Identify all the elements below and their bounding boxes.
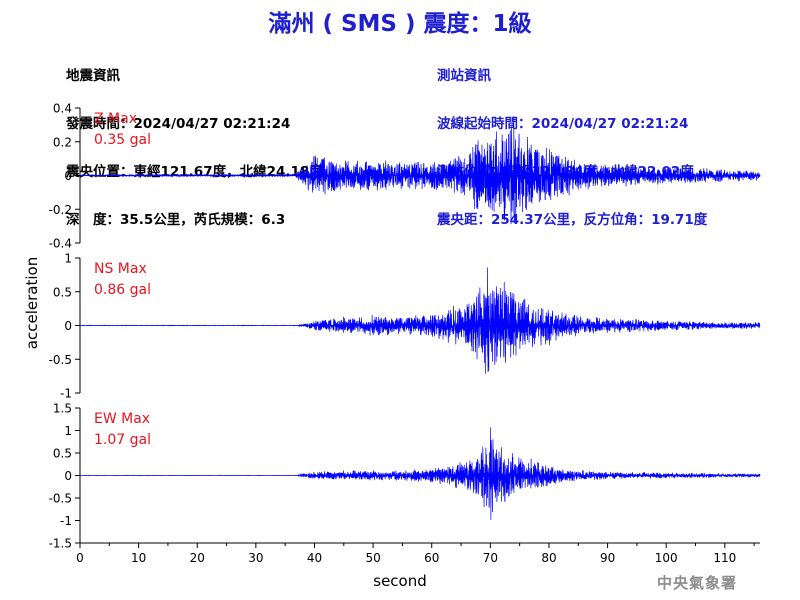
y-tick-label: -0.4 bbox=[49, 237, 72, 251]
y-tick-label: 0 bbox=[64, 169, 72, 183]
x-tick-label: 70 bbox=[483, 551, 498, 565]
x-tick-label: 40 bbox=[307, 551, 322, 565]
x-tick-label: 90 bbox=[600, 551, 615, 565]
waveform-z bbox=[79, 116, 761, 225]
y-tick-label: -0.2 bbox=[49, 203, 72, 217]
max-value-ew: 1.07 gal bbox=[94, 432, 151, 448]
y-tick-label: 0.5 bbox=[53, 447, 72, 461]
x-axis-label: second bbox=[373, 572, 427, 590]
y-tick-label: 0.5 bbox=[53, 285, 72, 299]
y-tick-label: -1.5 bbox=[49, 537, 72, 551]
waveform-ew bbox=[79, 427, 761, 520]
x-tick-label: 60 bbox=[424, 551, 439, 565]
y-tick-label: 1 bbox=[64, 252, 72, 266]
y-tick-label: 1.5 bbox=[53, 402, 72, 416]
waveform-ns bbox=[79, 267, 761, 374]
quake-depth-magnitude: 深 度：35.5公里，芮氏規模：6.3 bbox=[66, 212, 286, 228]
x-tick-label: 100 bbox=[655, 551, 678, 565]
max-label-z: Z Max bbox=[94, 111, 137, 127]
y-tick-label: -1 bbox=[60, 514, 72, 528]
y-tick-label: 0.4 bbox=[53, 102, 72, 116]
x-tick-label: 80 bbox=[541, 551, 556, 565]
chart-title: 滿州 ( SMS ) 震度：1級 bbox=[268, 11, 532, 37]
max-value-ns: 0.86 gal bbox=[94, 282, 151, 298]
y-tick-label: 0 bbox=[64, 319, 72, 333]
x-tick-label: 50 bbox=[365, 551, 380, 565]
y-tick-label: -0.5 bbox=[49, 353, 72, 367]
agency-credit: 中央氣象署 bbox=[657, 574, 738, 592]
x-tick-label: 10 bbox=[131, 551, 146, 565]
x-tick-label: 20 bbox=[190, 551, 205, 565]
x-tick-label: 30 bbox=[248, 551, 263, 565]
x-tick-label: 110 bbox=[713, 551, 736, 565]
y-tick-label: 0 bbox=[64, 469, 72, 483]
y-tick-label: -0.5 bbox=[49, 492, 72, 506]
y-tick-label: -1 bbox=[60, 387, 72, 401]
waveform-start-time: 波線起始時間：2024/04/27 02:21:24 bbox=[437, 116, 689, 132]
quake-info-heading: 地震資訊 bbox=[66, 68, 120, 84]
quake-origin-time: 發震時間：2024/04/27 02:21:24 bbox=[66, 116, 291, 132]
max-value-z: 0.35 gal bbox=[94, 132, 151, 148]
max-label-ns: NS Max bbox=[94, 261, 147, 277]
x-tick-label: 0 bbox=[76, 551, 84, 565]
y-axis-label: acceleration bbox=[23, 257, 41, 349]
y-tick-label: 0.2 bbox=[53, 135, 72, 149]
max-label-ew: EW Max bbox=[94, 411, 150, 427]
station-info-heading: 測站資訊 bbox=[437, 68, 491, 84]
y-tick-label: 1 bbox=[64, 424, 72, 438]
